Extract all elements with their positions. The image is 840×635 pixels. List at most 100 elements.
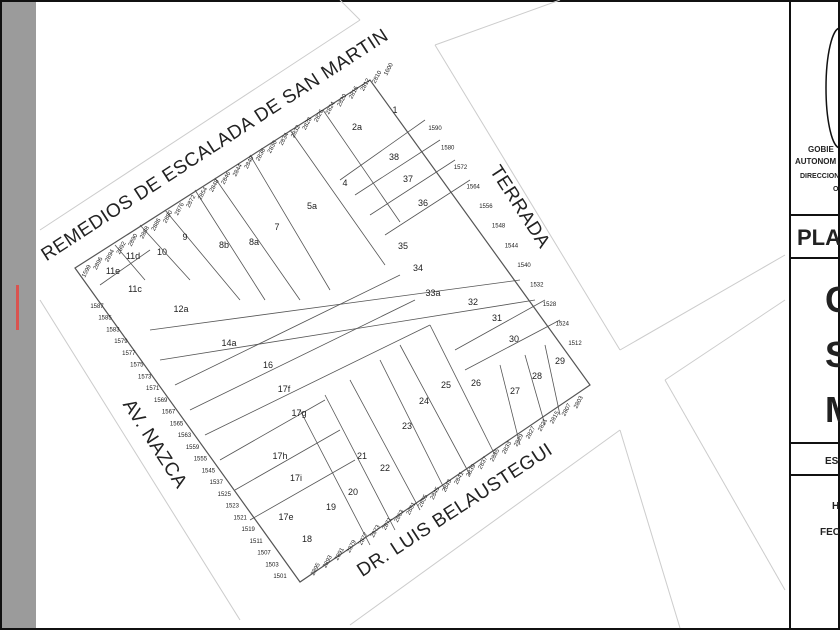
lot-label: 17f xyxy=(278,384,291,394)
house-number: 1519 xyxy=(242,527,256,533)
lot-label: 30 xyxy=(509,334,519,344)
lot-label: 27 xyxy=(510,386,520,396)
house-number: 2816 xyxy=(349,85,361,100)
lot-label: 16 xyxy=(263,360,273,370)
house-number: 2815 xyxy=(549,410,561,425)
house-number: 1590 xyxy=(428,126,442,132)
panel-text: OI xyxy=(833,186,840,193)
lot-label: 18 xyxy=(302,534,312,544)
lot-label: 4 xyxy=(342,178,347,188)
house-number: 1572 xyxy=(454,165,468,171)
house-number: 1503 xyxy=(265,562,279,568)
house-number: 2832 xyxy=(290,124,302,139)
lot-label: 35 xyxy=(398,241,408,251)
lot-label: 2a xyxy=(352,122,362,132)
house-number: 1540 xyxy=(517,263,531,269)
house-number: 1585 xyxy=(98,316,112,322)
house-number: 2821 xyxy=(537,417,549,432)
panel-text: GOBIE xyxy=(808,145,834,154)
house-number: 1537 xyxy=(210,480,224,486)
house-number: 2872 xyxy=(186,194,198,209)
house-number: 2892 xyxy=(116,240,128,255)
house-number: 2840 xyxy=(244,155,256,170)
house-number: 1580 xyxy=(441,146,455,152)
emblem xyxy=(825,27,840,149)
house-number: 2829 xyxy=(514,433,526,448)
lot-label: 20 xyxy=(348,487,358,497)
house-number: 2827 xyxy=(526,425,538,440)
house-number: 1544 xyxy=(505,243,519,249)
house-number: 2854 xyxy=(198,186,210,201)
house-number: 1587 xyxy=(90,304,104,310)
house-number: 2843 xyxy=(442,478,454,493)
house-number: 2810 xyxy=(372,69,384,84)
lot-label: 5a xyxy=(307,201,317,211)
house-number: 2839 xyxy=(466,463,478,478)
house-number: 1583 xyxy=(106,328,120,334)
house-number: 1523 xyxy=(226,504,240,510)
panel-text: AUTONOM xyxy=(795,157,837,166)
lot-label: 25 xyxy=(441,380,451,390)
house-number: 1532 xyxy=(530,282,544,288)
lot-label: 7 xyxy=(274,222,279,232)
lot-label: 22 xyxy=(380,463,390,473)
house-number: 2833 xyxy=(502,440,514,455)
panel-text: H xyxy=(832,501,839,512)
lot-label: 28 xyxy=(532,371,542,381)
house-number: 1575 xyxy=(130,363,144,369)
panel-text: PLAI xyxy=(797,225,840,250)
lot-label: 26 xyxy=(471,378,481,388)
house-number: 1600 xyxy=(383,62,395,77)
house-number: 1545 xyxy=(202,468,216,474)
lot-label: 19 xyxy=(326,502,336,512)
house-number: 2837 xyxy=(478,455,490,470)
house-number: 2807 xyxy=(561,402,573,417)
house-number: 2888 xyxy=(139,225,151,240)
house-number: 2846 xyxy=(221,170,233,185)
house-number: 1565 xyxy=(170,421,184,427)
house-number: 2894 xyxy=(105,248,117,263)
lot-label: 31 xyxy=(492,313,502,323)
house-number: 2844 xyxy=(232,163,244,178)
house-number: 1577 xyxy=(122,351,136,357)
house-number: 2855 xyxy=(418,493,430,508)
lot-label: 17h xyxy=(272,451,287,461)
house-number: 1511 xyxy=(250,539,264,545)
lot-label: 9 xyxy=(182,232,187,242)
house-number: 1524 xyxy=(556,322,570,328)
house-number: 2890 xyxy=(128,233,140,248)
house-number: 2893 xyxy=(322,554,334,569)
house-number: 2873 xyxy=(370,524,382,539)
lot-label: 33a xyxy=(425,288,440,298)
house-number: 1563 xyxy=(178,433,192,439)
house-number: 1573 xyxy=(138,374,152,380)
house-number: 1548 xyxy=(492,224,506,230)
lot-label: 10 xyxy=(157,247,167,257)
house-number: 1567 xyxy=(162,410,176,416)
lot-label: 24 xyxy=(419,396,429,406)
house-number: 2834 xyxy=(279,132,291,147)
house-number: 2880 xyxy=(163,209,175,224)
house-number: 2871 xyxy=(382,516,394,531)
lot-label: 38 xyxy=(389,152,399,162)
lot-label: 36 xyxy=(418,198,428,208)
panel-text: ESC xyxy=(825,456,840,467)
house-number: 2841 xyxy=(454,471,466,486)
lot-label: 11e xyxy=(106,266,120,276)
panel-text: FEC xyxy=(820,527,840,538)
house-number: 2861 xyxy=(406,501,418,516)
house-number: 2803 xyxy=(573,395,585,410)
house-number: 1525 xyxy=(218,492,232,498)
house-number: 1501 xyxy=(273,574,287,580)
house-number: 2838 xyxy=(256,147,268,162)
house-number: 1559 xyxy=(186,445,200,451)
house-number: 2848 xyxy=(209,178,221,193)
street-lines xyxy=(39,0,786,629)
lot-label: 11d xyxy=(126,251,140,261)
house-number: 2886 xyxy=(151,217,163,232)
house-number: 2891 xyxy=(334,546,346,561)
lot-label: 12a xyxy=(173,304,188,314)
lot-label: 17i xyxy=(290,473,302,483)
house-number: 2845 xyxy=(430,486,442,501)
lot-label: 14a xyxy=(221,338,236,348)
